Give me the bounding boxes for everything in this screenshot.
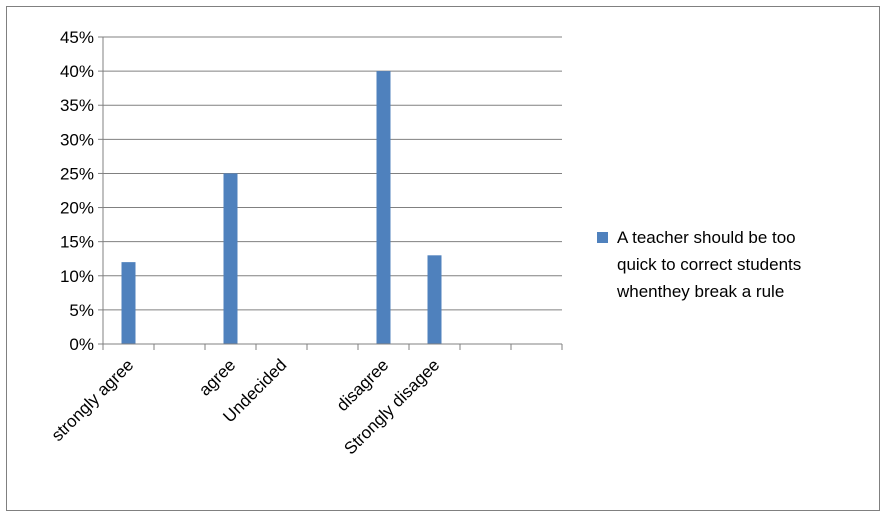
y-tick-labels: 0% 5% 10% 15% 20% 25% 30% 35% 40% 45%	[60, 28, 94, 354]
gridlines	[103, 36, 562, 311]
legend-line-3: whenthey break a rule	[616, 282, 784, 301]
y-tick-label: 30%	[60, 130, 94, 149]
bar-disagree	[376, 71, 391, 344]
y-tick-label: 15%	[60, 233, 94, 252]
bars	[121, 71, 442, 344]
bar-strongly-disagee	[427, 255, 442, 344]
y-tick-label: 5%	[69, 301, 94, 320]
legend: A teacher should be too quick to correct…	[597, 228, 801, 301]
category-label: strongly agree	[48, 355, 138, 445]
y-tick-label: 20%	[60, 199, 94, 218]
y-tick-label: 10%	[60, 267, 94, 286]
y-tick-label: 25%	[60, 164, 94, 183]
category-label: agree	[195, 355, 239, 399]
category-label: Strongly disagee	[340, 355, 443, 458]
axes	[98, 36, 563, 350]
bar-agree	[223, 173, 238, 344]
y-tick-label: 40%	[60, 62, 94, 81]
y-tick-label: 0%	[69, 335, 94, 354]
legend-line-2: quick to correct students	[617, 255, 801, 274]
bar-strongly-agree	[121, 262, 136, 344]
legend-swatch	[597, 232, 608, 243]
chart-frame: 0% 5% 10% 15% 20% 25% 30% 35% 40% 45% strongly ag…	[6, 6, 880, 511]
legend-line-1: A teacher should be too	[617, 228, 796, 247]
y-tick-label: 45%	[60, 28, 94, 47]
y-tick-label: 35%	[60, 96, 94, 115]
bar-chart: 0% 5% 10% 15% 20% 25% 30% 35% 40% 45% strongly ag…	[48, 28, 802, 458]
